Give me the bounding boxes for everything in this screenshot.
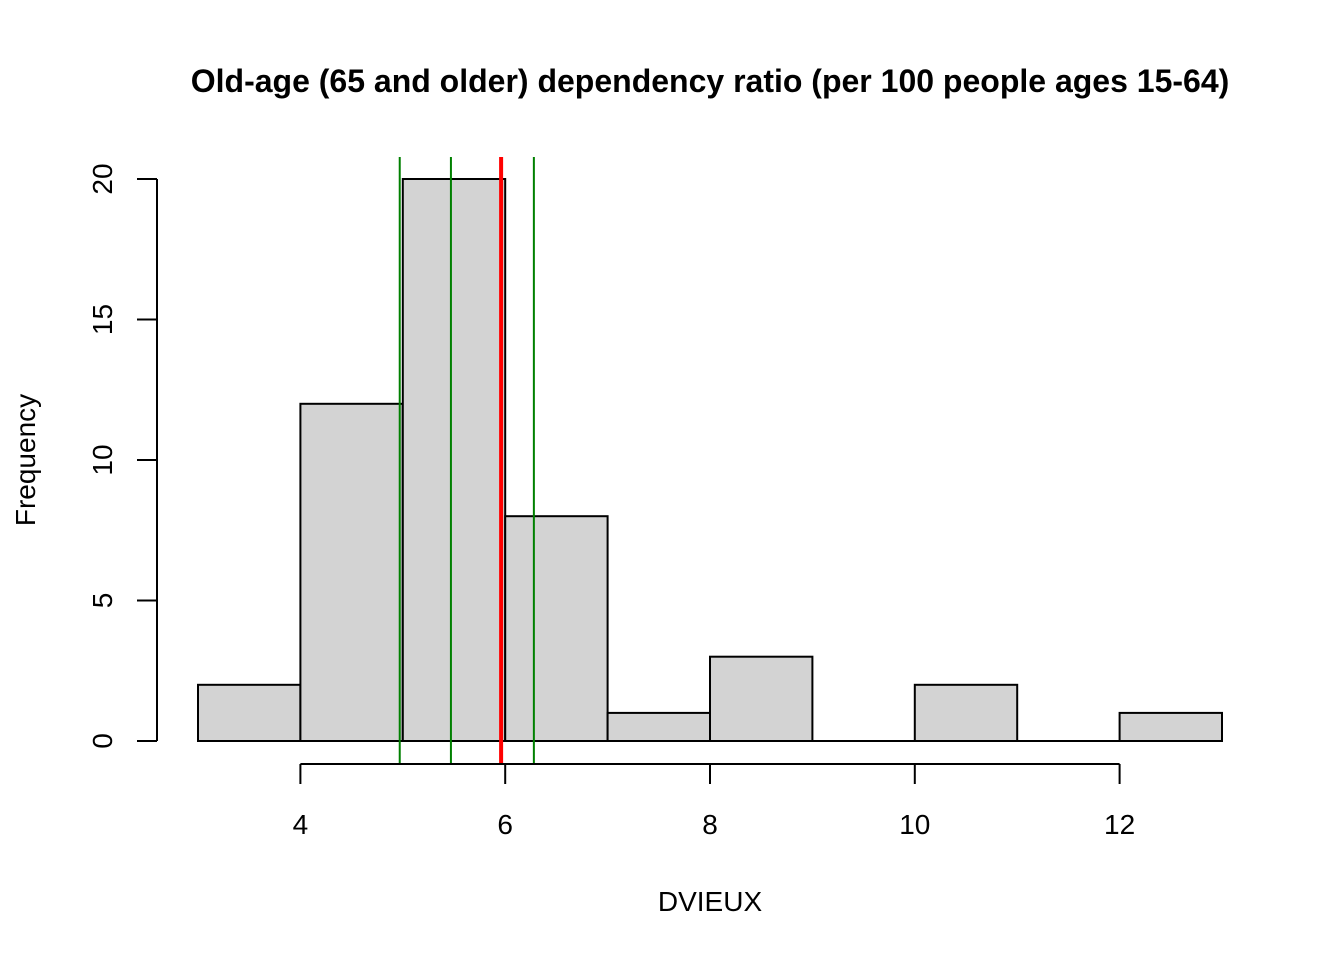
reference-lines [398, 157, 535, 764]
y-tick-label: 10 [87, 444, 118, 475]
x-tick-label: 6 [497, 809, 513, 840]
histogram-bar-9 [1118, 711, 1223, 743]
x-tick-label: 10 [899, 809, 930, 840]
y-axis-label: Frequency [10, 394, 41, 526]
y-tick-label: 0 [87, 733, 118, 749]
x-axis: 4 6 8 10 12 [293, 763, 1135, 840]
histogram-bar-7 [913, 683, 1019, 742]
y-axis: 0 5 10 15 20 [87, 163, 158, 749]
x-tick-label: 4 [293, 809, 309, 840]
histogram-bar-5 [709, 655, 814, 743]
y-tick-label: 20 [87, 163, 118, 194]
histogram-bar-4 [606, 711, 711, 743]
x-tick-label: 8 [702, 809, 718, 840]
x-axis-label: DVIEUX [658, 886, 763, 917]
histogram-bar-0 [197, 683, 302, 742]
histogram-bars [197, 178, 1223, 743]
y-tick-label: 5 [87, 593, 118, 609]
chart-title: Old-age (65 and older) dependency ratio … [191, 63, 1230, 99]
x-tick-label: 12 [1104, 809, 1135, 840]
histogram-bar-3 [504, 515, 609, 743]
histogram-bar-1 [299, 402, 404, 742]
histogram-bar-2 [401, 178, 507, 742]
y-tick-label: 15 [87, 304, 118, 335]
